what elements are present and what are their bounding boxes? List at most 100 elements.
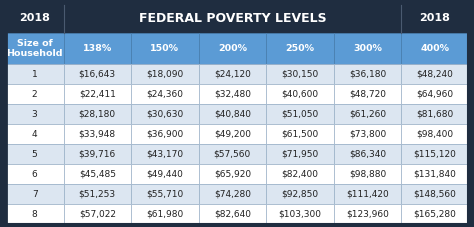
Bar: [334, 144, 401, 164]
Text: $98,880: $98,880: [349, 170, 386, 179]
Text: $22,411: $22,411: [79, 90, 116, 99]
Text: $103,300: $103,300: [278, 210, 321, 219]
Bar: [6, 184, 64, 204]
Bar: [6, 33, 64, 64]
Text: $123,960: $123,960: [346, 210, 389, 219]
Text: $32,480: $32,480: [214, 90, 251, 99]
Text: 400%: 400%: [420, 44, 449, 53]
Text: $45,485: $45,485: [79, 170, 116, 179]
Text: $30,150: $30,150: [281, 69, 319, 79]
Bar: [266, 184, 334, 204]
Bar: [64, 3, 401, 33]
Text: $40,840: $40,840: [214, 110, 251, 118]
Bar: [266, 104, 334, 124]
Text: $39,716: $39,716: [79, 150, 116, 159]
Text: $115,120: $115,120: [413, 150, 456, 159]
Bar: [401, 84, 468, 104]
Text: $65,920: $65,920: [214, 170, 251, 179]
Bar: [266, 164, 334, 184]
Bar: [199, 204, 266, 224]
Bar: [199, 64, 266, 84]
Text: 2: 2: [32, 90, 37, 99]
Bar: [131, 84, 199, 104]
Text: $82,400: $82,400: [282, 170, 319, 179]
Bar: [64, 104, 131, 124]
Bar: [131, 124, 199, 144]
Bar: [401, 184, 468, 204]
Text: $28,180: $28,180: [79, 110, 116, 118]
Bar: [64, 204, 131, 224]
Text: 8: 8: [32, 210, 37, 219]
Text: 1: 1: [32, 69, 37, 79]
Bar: [64, 164, 131, 184]
Text: $111,420: $111,420: [346, 190, 389, 199]
Bar: [6, 84, 64, 104]
Bar: [401, 204, 468, 224]
Text: $30,630: $30,630: [146, 110, 183, 118]
Bar: [64, 33, 131, 64]
Bar: [266, 84, 334, 104]
Bar: [334, 124, 401, 144]
Text: 2018: 2018: [19, 13, 50, 23]
Bar: [6, 64, 64, 84]
Bar: [199, 124, 266, 144]
Text: FEDERAL POVERTY LEVELS: FEDERAL POVERTY LEVELS: [138, 12, 326, 25]
Bar: [334, 184, 401, 204]
Text: Size of
Household: Size of Household: [6, 39, 63, 58]
Text: 7: 7: [32, 190, 37, 199]
Text: $49,440: $49,440: [146, 170, 183, 179]
Bar: [131, 204, 199, 224]
Text: 6: 6: [32, 170, 37, 179]
Text: $61,260: $61,260: [349, 110, 386, 118]
Bar: [401, 3, 468, 33]
Bar: [334, 33, 401, 64]
Text: $71,950: $71,950: [281, 150, 319, 159]
Text: 150%: 150%: [150, 44, 179, 53]
Text: $82,640: $82,640: [214, 210, 251, 219]
Text: $73,800: $73,800: [349, 130, 386, 139]
Bar: [64, 144, 131, 164]
Text: $81,680: $81,680: [416, 110, 454, 118]
Bar: [266, 144, 334, 164]
Text: $40,600: $40,600: [282, 90, 319, 99]
Text: $61,980: $61,980: [146, 210, 183, 219]
Bar: [64, 124, 131, 144]
Bar: [131, 104, 199, 124]
Bar: [131, 184, 199, 204]
Text: $43,170: $43,170: [146, 150, 183, 159]
Text: $86,340: $86,340: [349, 150, 386, 159]
Bar: [6, 164, 64, 184]
Bar: [6, 3, 64, 33]
Bar: [199, 144, 266, 164]
Bar: [334, 164, 401, 184]
Bar: [401, 164, 468, 184]
Bar: [6, 204, 64, 224]
Bar: [334, 84, 401, 104]
Bar: [64, 64, 131, 84]
Text: 2018: 2018: [419, 13, 450, 23]
Bar: [131, 33, 199, 64]
Text: $64,960: $64,960: [416, 90, 453, 99]
Bar: [64, 84, 131, 104]
Bar: [266, 124, 334, 144]
Text: $61,500: $61,500: [281, 130, 319, 139]
Text: $165,280: $165,280: [413, 210, 456, 219]
Text: $57,560: $57,560: [214, 150, 251, 159]
Bar: [334, 204, 401, 224]
Bar: [131, 64, 199, 84]
Bar: [401, 64, 468, 84]
Text: $33,948: $33,948: [79, 130, 116, 139]
Bar: [401, 144, 468, 164]
Bar: [199, 164, 266, 184]
Text: $51,253: $51,253: [79, 190, 116, 199]
Text: $36,180: $36,180: [349, 69, 386, 79]
Text: 4: 4: [32, 130, 37, 139]
Bar: [6, 124, 64, 144]
Bar: [401, 33, 468, 64]
Bar: [6, 144, 64, 164]
Text: $57,022: $57,022: [79, 210, 116, 219]
Text: $48,720: $48,720: [349, 90, 386, 99]
Bar: [334, 104, 401, 124]
Bar: [131, 144, 199, 164]
Text: $131,840: $131,840: [413, 170, 456, 179]
